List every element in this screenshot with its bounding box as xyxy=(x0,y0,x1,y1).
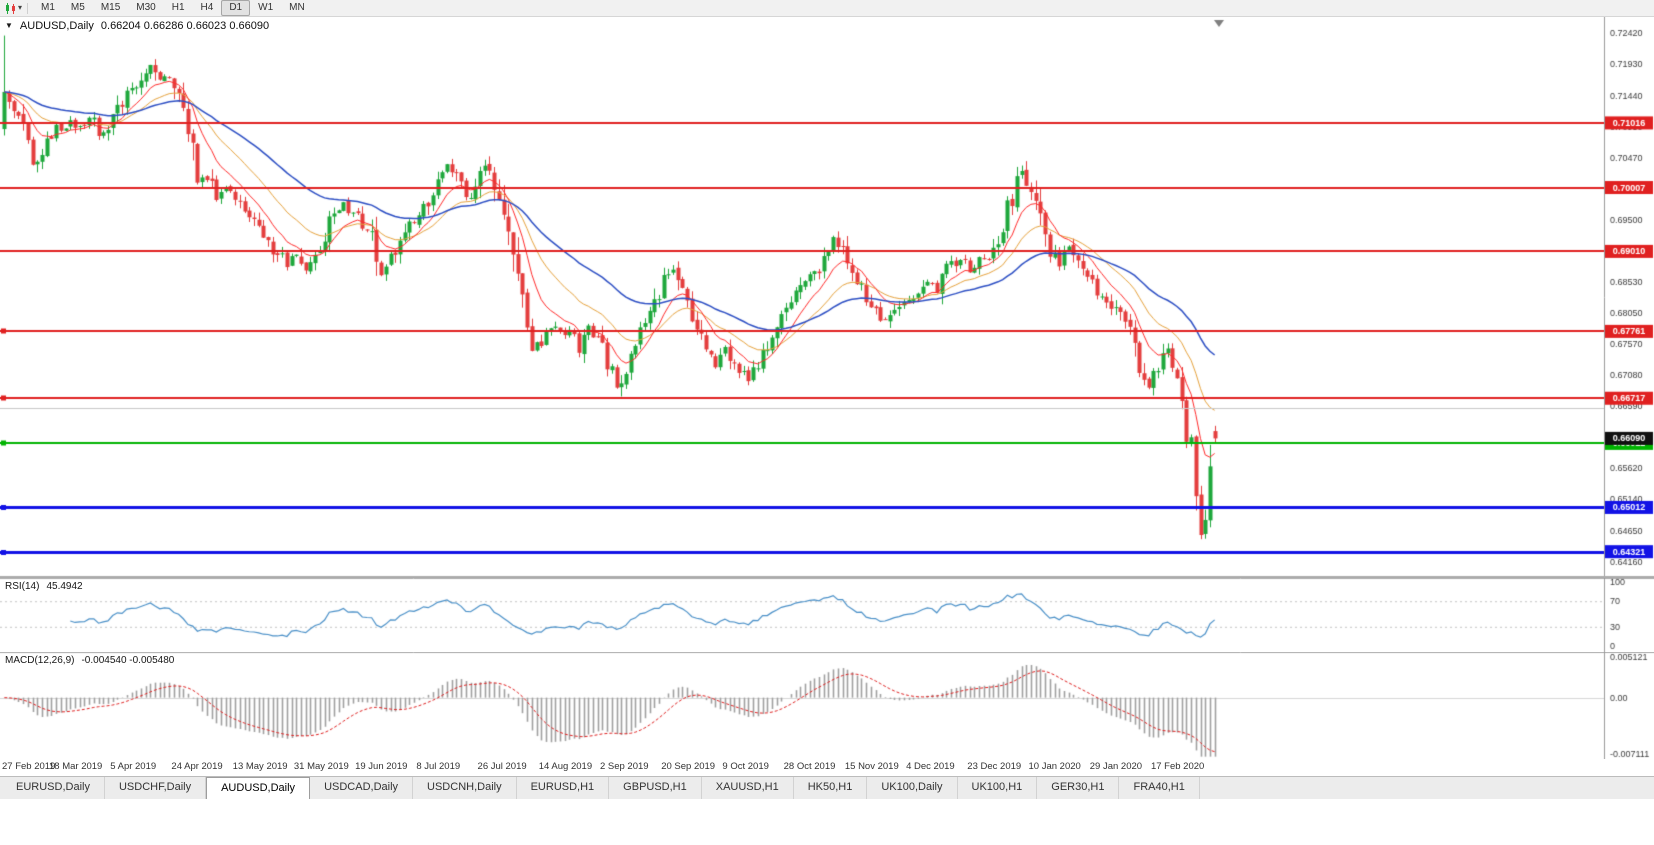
rsi-indicator-name: RSI(14) xyxy=(5,581,40,592)
date-label: 13 May 2019 xyxy=(232,761,288,772)
tab-gbpusd-h1[interactable]: GBPUSD,H1 xyxy=(609,777,702,799)
rsi-panel[interactable]: RSI(14) 45.4942 xyxy=(0,578,1654,652)
timeframe-button-group: M1 M5 M15 M30 H1 H4 D1 W1 MN xyxy=(33,0,313,16)
tab-fra40-h1[interactable]: FRA40,H1 xyxy=(1119,777,1200,799)
ohlc-values: 0.66204 0.66286 0.66023 0.66090 xyxy=(100,20,270,32)
tab-audusd-daily[interactable]: AUDUSD,Daily xyxy=(206,777,311,799)
date-label: 18 Mar 2019 xyxy=(48,761,103,772)
time-axis: 27 Feb 2019 18 Mar 2019 5 Apr 2019 24 Apr 2… xyxy=(0,759,1654,776)
tab-ger30-h1[interactable]: GER30,H1 xyxy=(1037,777,1120,799)
macd-panel[interactable]: MACD(12,26,9) -0.004540 -0.005480 xyxy=(0,652,1654,759)
date-label: 20 Sep 2019 xyxy=(661,761,716,772)
tf-button-m5[interactable]: M5 xyxy=(70,2,85,13)
date-label: 23 Dec 2019 xyxy=(967,761,1022,772)
date-label: 31 May 2019 xyxy=(293,761,349,772)
chart-type-dropdown-caret-icon[interactable]: ▾ xyxy=(18,3,23,12)
tab-usdcnh-daily[interactable]: USDCNH,Daily xyxy=(413,777,517,799)
date-label: 29 Jan 2020 xyxy=(1089,761,1143,772)
tf-button-w1[interactable]: W1 xyxy=(258,2,274,13)
date-label: 2 Sep 2019 xyxy=(599,761,649,772)
footer-spacer xyxy=(0,799,1654,845)
tab-usdchf-daily[interactable]: USDCHF,Daily xyxy=(105,777,207,799)
date-label: 26 Jul 2019 xyxy=(477,761,527,772)
macd-canvas[interactable] xyxy=(0,652,1654,759)
date-label: 5 Apr 2019 xyxy=(110,761,157,772)
tab-eurusd-daily[interactable]: EURUSD,Daily xyxy=(2,777,105,799)
tf-button-d1[interactable]: D1 xyxy=(221,0,251,16)
date-label: 15 Nov 2019 xyxy=(844,761,899,772)
tf-button-m1[interactable]: M1 xyxy=(41,2,55,13)
date-label: 24 Apr 2019 xyxy=(171,761,223,772)
date-label: 9 Oct 2019 xyxy=(722,761,769,772)
date-label: 14 Aug 2019 xyxy=(538,761,593,772)
chart-type-icon[interactable] xyxy=(4,2,17,15)
date-label: 4 Dec 2019 xyxy=(906,761,955,772)
tf-button-mn[interactable]: MN xyxy=(289,2,305,13)
tf-button-m15[interactable]: M15 xyxy=(100,2,121,13)
date-label: 27 Feb 2019 xyxy=(2,761,56,772)
date-label: 10 Jan 2020 xyxy=(1028,761,1081,772)
tf-button-h1[interactable]: H1 xyxy=(171,2,185,13)
macd-indicator-name: MACD(12,26,9) xyxy=(5,655,75,666)
date-label: 19 Jun 2019 xyxy=(355,761,408,772)
symbol-label: AUDUSD,Daily xyxy=(19,20,94,32)
tab-xauusd-h1[interactable]: XAUUSD,H1 xyxy=(702,777,794,799)
rsi-label: RSI(14) 45.4942 xyxy=(5,581,83,592)
macd-indicator-values: -0.004540 -0.005480 xyxy=(81,655,175,666)
macd-label: MACD(12,26,9) -0.004540 -0.005480 xyxy=(5,655,174,666)
toolbar-divider xyxy=(27,2,29,14)
tab-uk100-h1[interactable]: UK100,H1 xyxy=(958,777,1038,799)
main-chart-panel[interactable]: ▼ AUDUSD,Daily 0.66204 0.66286 0.66023 0… xyxy=(0,17,1654,578)
tab-usdcad-daily[interactable]: USDCAD,Daily xyxy=(310,777,414,799)
chart-tabs-bar: EURUSD,Daily USDCHF,Daily AUDUSD,Daily USDC… xyxy=(0,776,1654,799)
symbol-caret-icon[interactable]: ▼ xyxy=(5,21,13,30)
rsi-canvas[interactable] xyxy=(0,578,1654,652)
rsi-indicator-value: 45.4942 xyxy=(46,581,83,592)
date-label: 17 Feb 2020 xyxy=(1150,761,1205,772)
price-chart-canvas[interactable] xyxy=(0,17,1654,578)
tf-button-h4[interactable]: H4 xyxy=(200,2,214,13)
tab-eurusd-h1[interactable]: EURUSD,H1 xyxy=(517,777,610,799)
chart-ohlc-header: ▼ AUDUSD,Daily 0.66204 0.66286 0.66023 0… xyxy=(5,20,269,32)
date-label: 28 Oct 2019 xyxy=(783,761,836,772)
tab-hk50-h1[interactable]: HK50,H1 xyxy=(794,777,868,799)
tf-button-m30[interactable]: M30 xyxy=(136,2,156,13)
date-label: 8 Jul 2019 xyxy=(416,761,461,772)
tab-uk100-daily[interactable]: UK100,Daily xyxy=(867,777,958,799)
timeframe-toolbar: ▾ M1 M5 M15 M30 H1 H4 D1 W1 MN xyxy=(0,0,1654,17)
